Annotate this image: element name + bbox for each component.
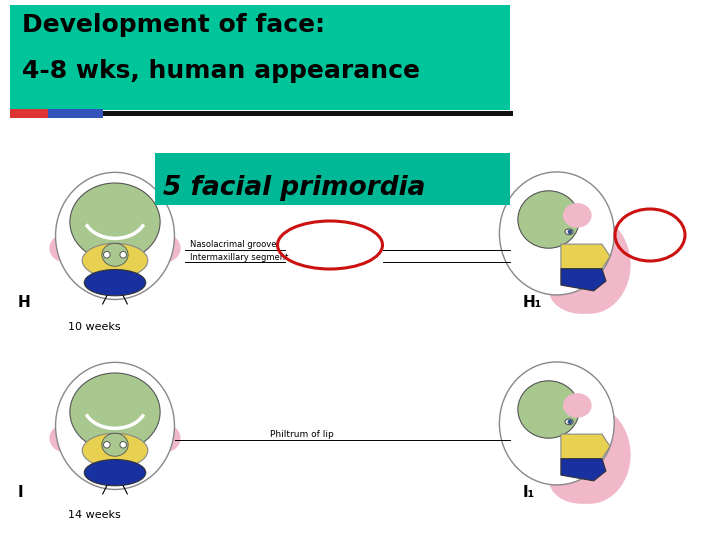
Polygon shape [561,434,610,458]
FancyBboxPatch shape [10,109,48,118]
Ellipse shape [55,362,174,489]
Ellipse shape [563,393,592,418]
Ellipse shape [148,234,181,262]
Ellipse shape [70,373,160,451]
Text: 5 facial primordia: 5 facial primordia [163,175,426,201]
FancyBboxPatch shape [48,109,103,118]
Ellipse shape [50,234,82,262]
Ellipse shape [549,406,631,504]
Ellipse shape [500,172,614,295]
Ellipse shape [50,424,82,453]
Circle shape [104,442,110,448]
Text: 10 weeks: 10 weeks [68,322,121,332]
Text: H: H [18,295,31,310]
Ellipse shape [549,455,614,504]
Text: H₁: H₁ [523,295,542,310]
Text: I: I [18,485,24,500]
Ellipse shape [82,244,148,278]
Circle shape [120,442,127,448]
Ellipse shape [55,172,174,300]
Text: Nasolacrimal groove: Nasolacrimal groove [190,240,276,249]
Ellipse shape [102,433,128,456]
Circle shape [568,420,572,423]
Polygon shape [561,458,606,481]
Ellipse shape [549,265,614,314]
Ellipse shape [518,191,580,248]
FancyBboxPatch shape [10,5,510,110]
Text: I₁: I₁ [523,485,535,500]
Ellipse shape [500,362,614,485]
Ellipse shape [70,183,160,261]
FancyBboxPatch shape [103,111,513,116]
Ellipse shape [549,215,631,314]
Ellipse shape [82,433,148,468]
Circle shape [568,230,572,233]
Text: 14 weeks: 14 weeks [68,510,121,520]
Ellipse shape [518,381,580,438]
Ellipse shape [84,269,145,296]
Circle shape [104,252,110,258]
FancyBboxPatch shape [155,153,510,205]
Text: Intermaxillary segment: Intermaxillary segment [190,253,289,262]
Circle shape [120,252,127,258]
Text: 4-8 wks, human appearance: 4-8 wks, human appearance [22,59,420,83]
Polygon shape [561,269,606,291]
Ellipse shape [102,244,128,266]
Ellipse shape [565,229,573,235]
Text: Philtrum of lip: Philtrum of lip [270,430,334,439]
Polygon shape [561,244,610,269]
Ellipse shape [565,419,573,424]
Text: Development of face:: Development of face: [22,13,325,37]
Ellipse shape [563,203,592,228]
Ellipse shape [148,424,181,453]
Ellipse shape [84,460,145,486]
